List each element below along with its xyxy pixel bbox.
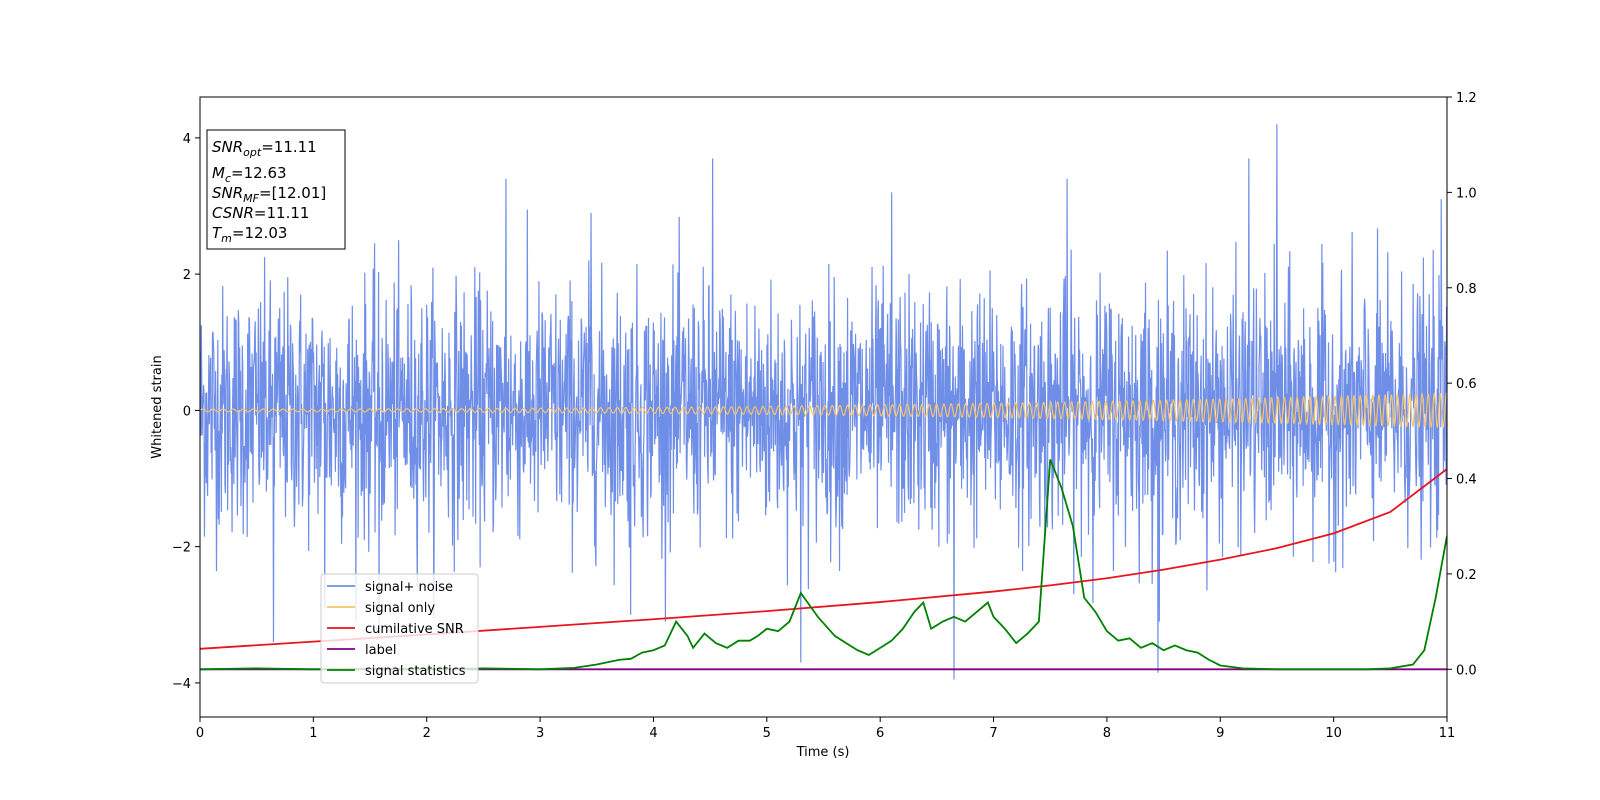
legend-label: cumilative SNR (365, 622, 464, 637)
x-tick-label: 2 (423, 726, 431, 741)
x-tick-label: 8 (1103, 726, 1111, 741)
x-tick-label: 11 (1439, 726, 1456, 741)
x-axis: 0 1 2 3 4 5 6 7 8 9 10 11 (196, 717, 1455, 741)
x-tick-label: 7 (989, 726, 997, 741)
legend: signal+ noise signal only cumilative SNR la… (320, 573, 479, 684)
annotation-box: SNRopt=11.11Mc=12.63SNRMF=[12.01]CSNR=11… (206, 129, 346, 250)
x-tick-label: 1 (309, 726, 317, 741)
annotation-line: CSNR=11.11 (212, 204, 309, 222)
annotation-symbol: CSNR (212, 204, 254, 222)
annotation-line: Mc=12.63 (212, 164, 287, 185)
x-tick-label: 4 (649, 726, 657, 741)
legend-item: signal only (327, 601, 435, 616)
legend-item: signal+ noise (327, 580, 453, 595)
annotation-subscript: opt (243, 146, 262, 159)
y-tick-label: −4 (172, 677, 191, 692)
annotation-value: =12.03 (232, 224, 288, 242)
y2-tick-label: 0.2 (1456, 568, 1477, 583)
legend-label: signal statistics (365, 664, 466, 679)
y-axis-label: Whitened strain (150, 355, 165, 458)
y-tick-label: 0 (183, 404, 191, 419)
y-tick-label: 4 (183, 132, 191, 147)
annotation-value: =[12.01] (259, 184, 326, 202)
annotation-value: =11.11 (261, 138, 317, 156)
legend-item: cumilative SNR (327, 622, 464, 637)
legend-label: label (365, 643, 396, 658)
series-line-cumilative-snr (200, 468, 1447, 650)
x-tick-label: 5 (763, 726, 771, 741)
y2-tick-label: 0.0 (1456, 663, 1477, 678)
y2-tick-label: 0.8 (1456, 282, 1477, 297)
annotation-symbol: T (212, 224, 223, 242)
x-tick-label: 6 (876, 726, 884, 741)
annotation-line: SNRopt=11.11 (212, 138, 317, 159)
legend-item: signal statistics (327, 664, 466, 679)
series-line-signal-noise (200, 124, 1447, 680)
x-tick-label: 10 (1325, 726, 1342, 741)
x-tick-label: 3 (536, 726, 544, 741)
annotation-line: Tm=12.03 (212, 224, 287, 245)
y-tick-label: −2 (172, 541, 191, 556)
series-line-signal-only (200, 391, 1447, 429)
series-line-signal-statistics (200, 459, 1447, 671)
y-axis-left: −4 −2 0 2 4 (172, 132, 200, 692)
annotation-value: =11.11 (254, 204, 310, 222)
x-tick-label: 9 (1216, 726, 1224, 741)
annotation-subscript: c (225, 172, 231, 185)
annotation-box-frame (206, 129, 346, 250)
y2-tick-label: 0.6 (1456, 377, 1477, 392)
plot-frame (199, 96, 1448, 718)
legend-label: signal only (365, 601, 435, 616)
annotation-subscript: MF (243, 192, 259, 205)
y2-tick-label: 0.4 (1456, 473, 1477, 488)
y-axis-right: 0.0 0.2 0.4 0.6 0.8 1.0 1.2 (1447, 91, 1477, 678)
annotation-subscript: m (221, 232, 232, 245)
y2-tick-label: 1.2 (1456, 91, 1477, 106)
annotation-symbol: SNR (212, 184, 243, 202)
x-axis-label: Time (s) (796, 745, 850, 760)
y2-tick-label: 1.0 (1456, 186, 1477, 201)
annotation-symbol: SNR (212, 138, 243, 156)
x-tick-label: 0 (196, 726, 204, 741)
legend-item: label (327, 643, 396, 658)
legend-frame (320, 573, 479, 684)
annotation-value: =12.63 (231, 164, 287, 182)
annotation-symbol: M (212, 164, 225, 182)
legend-label: signal+ noise (365, 580, 453, 595)
y-tick-label: 2 (183, 268, 191, 283)
annotation-line: SNRMF=[12.01] (212, 184, 326, 205)
